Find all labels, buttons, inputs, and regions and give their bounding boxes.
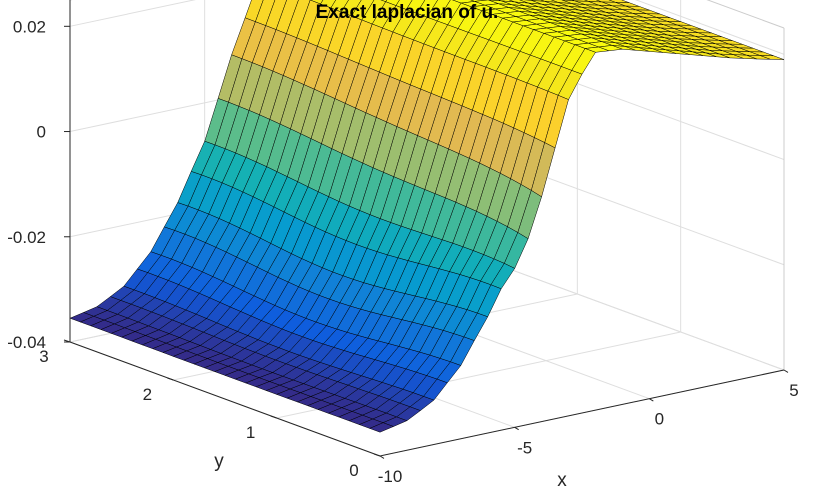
y-tick-label: 0 — [349, 461, 358, 480]
x-axis-line — [379, 369, 785, 457]
z-tick-label: 0 — [37, 123, 46, 142]
x-tick-mark — [514, 426, 519, 431]
chart-title: Exact laplacian of u. — [316, 2, 499, 23]
axis-ticks: -10 -5 0 5 0 1 2 3-0.04 -0.02 0 0.02 — [7, 17, 798, 486]
x-tick-label: -5 — [517, 438, 532, 457]
z-tick-label: 0.02 — [13, 17, 46, 36]
y-axis-label: y — [214, 451, 224, 472]
y-tick-mark — [270, 415, 277, 419]
x-tick-label: 0 — [655, 410, 664, 429]
x-tick-mark — [379, 455, 385, 459]
grid-line — [634, 0, 785, 55]
z-tick-label: -0.02 — [7, 228, 46, 247]
y-tick-label: 2 — [143, 385, 152, 404]
surface-mesh — [69, 0, 785, 433]
surface-patch — [759, 55, 785, 60]
z-tick-label: -0.04 — [7, 333, 46, 352]
box-edge — [706, 0, 785, 29]
y-tick-label: 1 — [246, 423, 255, 442]
y-tick-label: 3 — [39, 347, 48, 366]
x-tick-mark — [649, 398, 654, 402]
axes-front-lines — [69, 0, 785, 457]
x-tick-label: -10 — [378, 467, 403, 486]
surface-patch — [369, 422, 394, 433]
x-tick-mark — [783, 369, 789, 373]
grid-line — [69, 0, 196, 27]
x-tick-label: 5 — [789, 381, 798, 400]
grid-line — [473, 255, 785, 371]
y-tick-mark — [167, 377, 174, 381]
x-axis-label: x — [557, 470, 567, 491]
y-axis-line — [69, 341, 381, 457]
y-tick-mark — [373, 453, 381, 457]
